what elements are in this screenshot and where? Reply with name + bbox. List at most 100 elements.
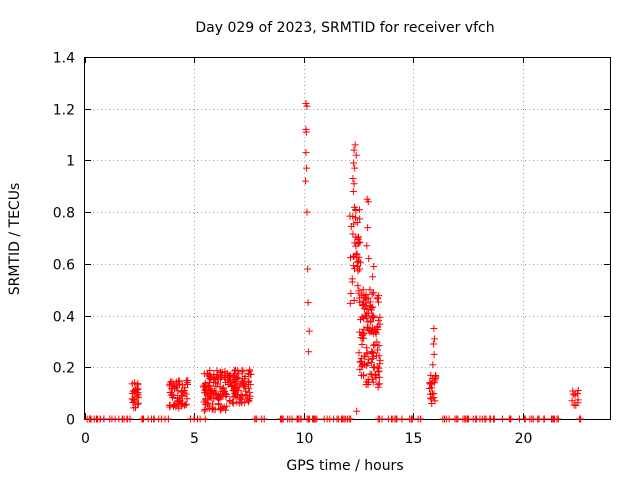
data-point [173,397,181,405]
data-point [369,314,377,322]
data-point [365,355,373,363]
data-point [310,415,318,423]
data-point [303,102,311,110]
y-tick-label: 1.4 [53,51,75,67]
data-point [223,391,231,399]
data-point [227,383,235,391]
data-point [356,215,364,223]
data-point [302,149,310,157]
data-point [350,296,358,304]
data-point [364,198,372,206]
data-point [521,415,529,423]
data-point [373,363,381,371]
data-point [364,359,372,367]
data-point [365,255,373,263]
data-point [194,415,202,423]
data-point [232,391,240,399]
data-point [354,234,362,242]
data-point [356,316,364,324]
data-point [208,405,216,413]
data-point [161,415,169,423]
data-point [407,415,415,423]
data-point [206,367,214,375]
data-point [352,151,360,159]
data-point [126,415,134,423]
data-point [214,391,222,399]
data-point [506,415,514,423]
axis-ticks: 0 0.2 0.4 0.6 0.8 1 1.2 1.4 0 5 10 15 20 [53,51,610,447]
data-point [429,340,437,348]
data-point [346,299,354,307]
data-point [375,380,383,388]
data-point [366,286,374,294]
data-point [431,371,439,379]
data-point [355,349,363,357]
data-point [365,378,373,386]
data-point [577,415,585,423]
data-point [230,381,238,389]
data-point [369,349,377,357]
data-point [242,387,250,395]
data-point [376,313,384,321]
data-point [201,415,209,423]
data-point [369,273,377,281]
data-point [342,415,350,423]
data-point [245,377,253,385]
data-point [374,298,382,306]
x-tick-label: 20 [515,431,533,447]
x-tick-label: 10 [296,431,314,447]
data-point [183,395,191,403]
data-point [118,415,126,423]
data-point [304,265,312,273]
data-point [426,390,434,398]
data-point [359,331,367,339]
data-point [368,304,376,312]
data-point [428,399,436,407]
data-point [222,393,230,400]
data-point [374,383,382,391]
data-point [362,290,370,298]
data-point [297,415,305,423]
data-point [364,224,372,232]
data-point [165,380,173,388]
data-point [130,404,138,412]
data-point [430,325,438,332]
plot-frame [84,57,611,420]
data-point [370,312,378,320]
data-point [355,287,363,295]
data-point [451,415,459,423]
data-point [240,399,248,407]
data-point [131,385,139,393]
data-point [210,395,218,403]
data-point [246,366,254,374]
data-point [238,368,246,376]
x-tick-label: 15 [405,431,423,447]
data-point [355,233,363,241]
data-point [366,370,374,378]
data-point [305,348,313,356]
data-point [358,341,366,349]
data-point [240,375,248,383]
data-point [351,141,359,149]
data-point [304,299,312,307]
data-point [349,253,357,261]
data-point [166,389,174,397]
data-point [368,290,376,298]
data-point [356,366,364,374]
data-point [205,402,213,410]
x-tick-label: 5 [190,431,199,447]
data-point [442,415,450,423]
data-point [201,400,209,408]
x-axis-label: GPS time / hours [286,458,403,474]
y-tick-label: 1 [66,154,75,170]
data-point [347,290,355,298]
data-point [569,390,577,398]
chart-title: Day 029 of 2023, SRMTID for receiver vfc… [195,20,494,36]
data-point [361,293,369,301]
data-point [129,395,137,403]
data-point [131,379,139,387]
data-point [213,367,221,375]
data-point [368,348,376,356]
data-point [571,391,579,399]
